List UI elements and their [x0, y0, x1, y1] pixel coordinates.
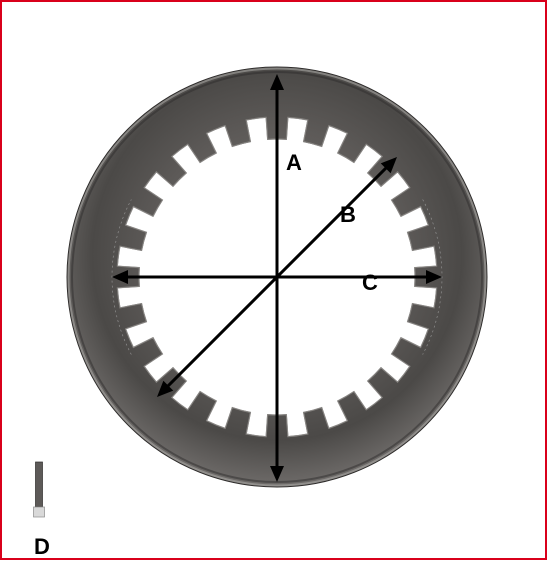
dimension-label-d: D — [34, 534, 50, 560]
thickness-indicator-d — [34, 462, 45, 517]
diagram-svg — [2, 2, 547, 562]
dimension-label-a: A — [286, 150, 302, 176]
diagram-frame: A B C D — [0, 0, 547, 560]
dimension-label-c: C — [362, 270, 378, 296]
dimension-label-b: B — [340, 202, 356, 228]
